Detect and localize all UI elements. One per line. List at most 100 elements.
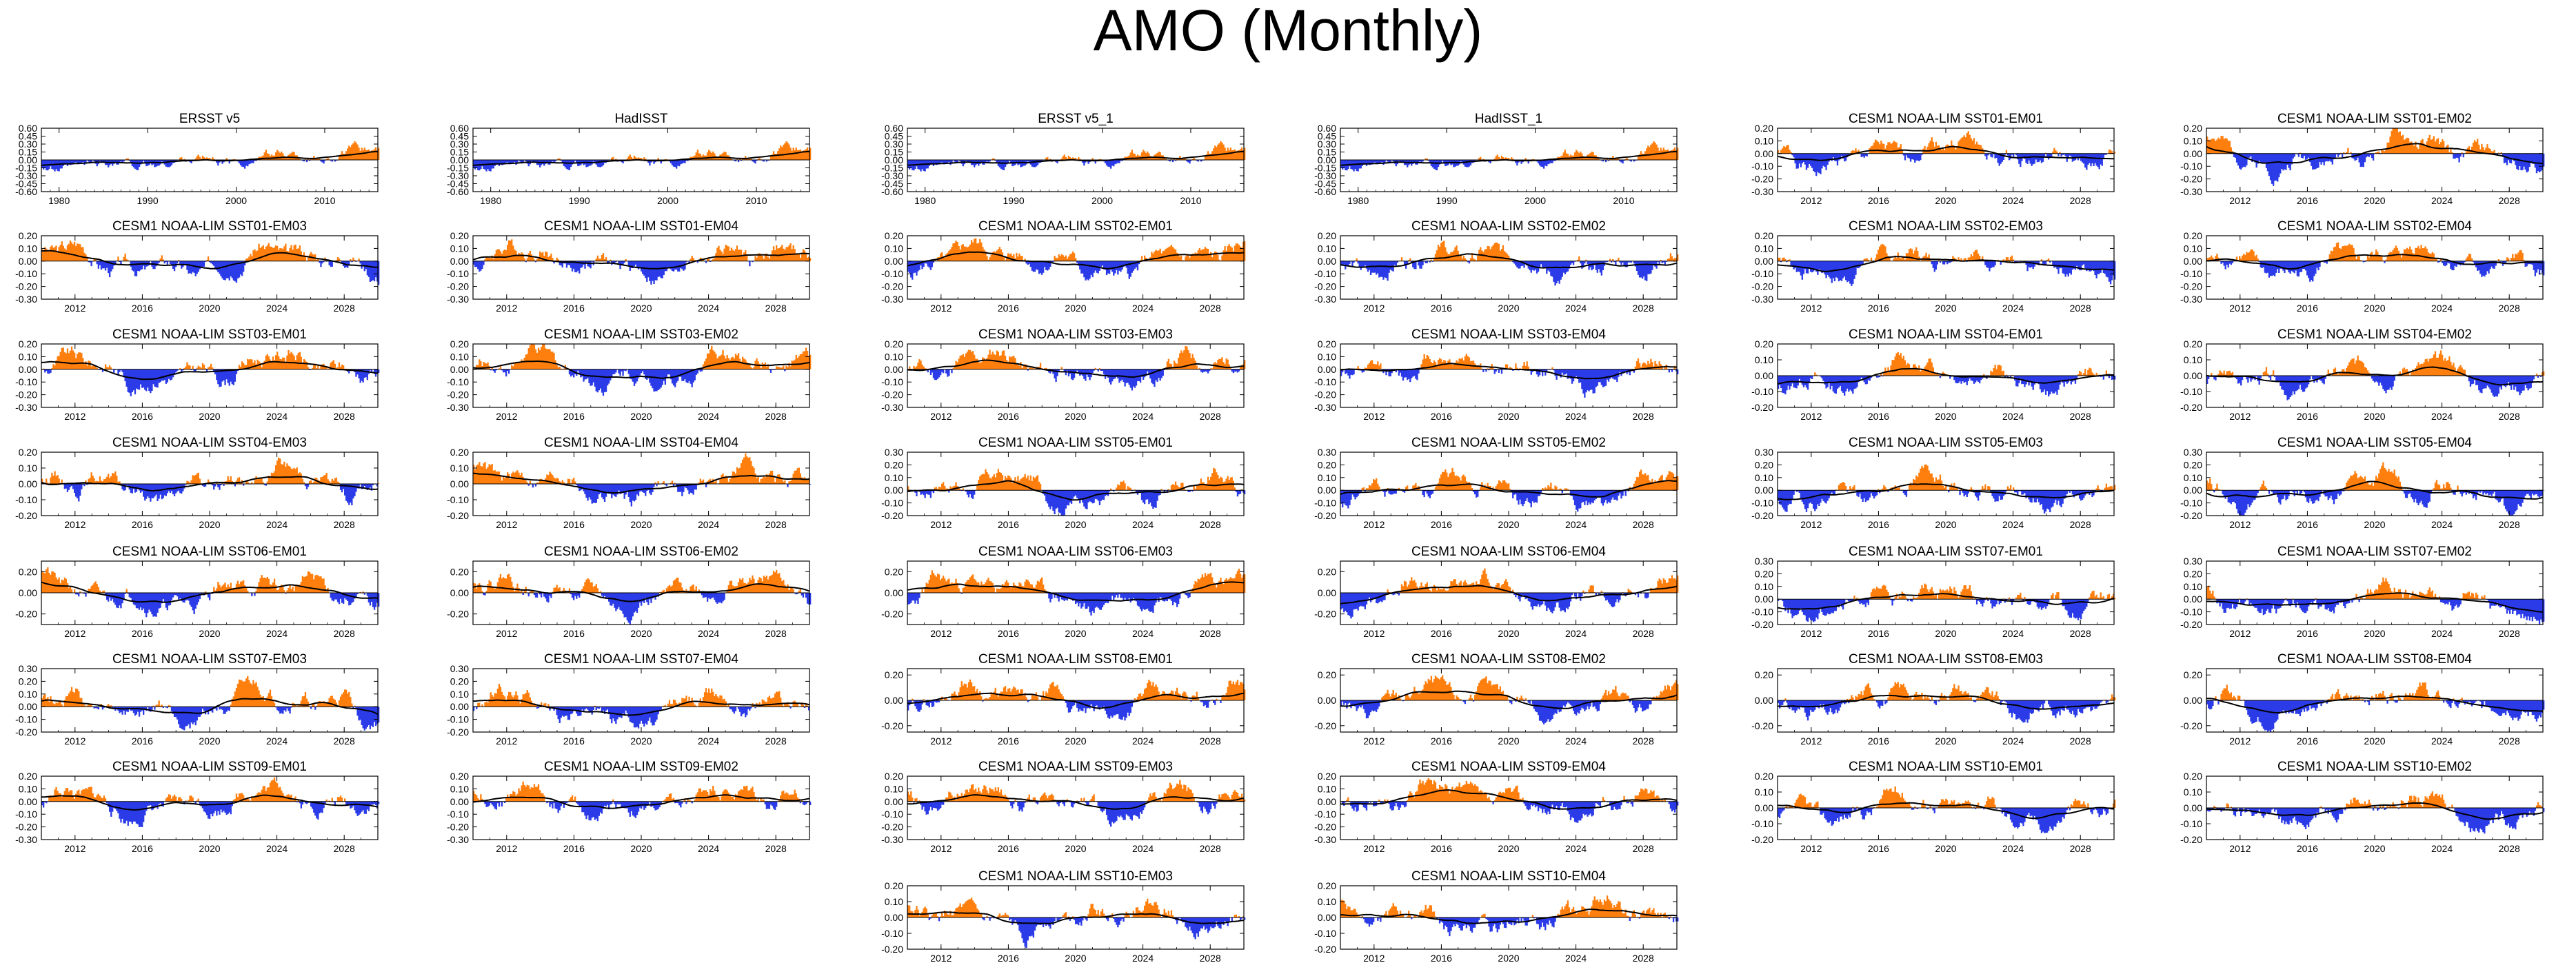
- x-tick-label: 2016: [1431, 411, 1452, 422]
- amo-panel: CESM1 NOAA-LIM SST09-EM01 0.200.10 0.00 -0.…: [15, 760, 380, 854]
- positive-anomaly-area: [1361, 467, 1679, 491]
- y-tick-label: -0.20: [1314, 720, 1336, 731]
- amo-panel: CESM1 NOAA-LIM SST01-EM030.200.100.00-0.…: [15, 219, 380, 314]
- amo-panel: CESM1 NOAA-LIM SST06-EM01 0.20 0.00 -0.20 20…: [15, 545, 380, 639]
- panel-title: CESM1 NOAA-LIM SST02-EM03: [1849, 219, 2043, 234]
- x-tick-label: 2016: [132, 411, 153, 422]
- y-tick-label: -0.20: [1751, 510, 1773, 521]
- x-tick-label: 2000: [657, 195, 678, 206]
- x-tick-label: 2020: [1498, 953, 1519, 964]
- panel-title: CESM1 NOAA-LIM SST07-EM01: [1849, 545, 2043, 559]
- y-tick-label: -0.10: [15, 714, 37, 725]
- x-tick-label: 2012: [1363, 303, 1385, 314]
- x-tick-label: 2024: [698, 735, 719, 747]
- x-tick-label: 2016: [1431, 735, 1452, 747]
- amo-panel: CESM1 NOAA-LIM SST01-EM02 0.200.10 0.00 -0.…: [2180, 112, 2545, 206]
- x-tick-label: 2016: [563, 411, 585, 422]
- y-tick-label: -0.20: [1314, 944, 1336, 955]
- positive-anomaly-area: [1381, 675, 1679, 700]
- y-tick-label: 0.10: [1755, 243, 1773, 254]
- x-tick-label: 2016: [1431, 519, 1452, 530]
- positive-anomaly-area: [1387, 568, 1679, 593]
- y-tick-label: 0.10: [19, 783, 37, 794]
- x-tick-label: 2012: [1800, 843, 1822, 854]
- positive-anomaly-area: [1784, 682, 2116, 700]
- y-tick-label: 0.20: [450, 447, 469, 458]
- y-tick-label: 0.20: [19, 338, 37, 349]
- panel-title: CESM1 NOAA-LIM SST09-EM04: [1411, 760, 1606, 774]
- y-tick-label: 0.60: [1318, 123, 1336, 134]
- x-tick-label: 2016: [132, 843, 153, 854]
- y-tick-label: 0.20: [1755, 230, 1773, 241]
- x-tick-label: 2024: [2431, 843, 2453, 854]
- positive-anomaly-area: [556, 141, 812, 160]
- plot-frame: [41, 235, 379, 300]
- x-tick-label: 2016: [998, 411, 1019, 422]
- x-tick-label: 2028: [765, 735, 787, 747]
- y-tick-label: -0.10: [2180, 818, 2202, 829]
- negative-anomaly-area: [2219, 261, 2545, 282]
- x-tick-label: 2012: [930, 519, 952, 530]
- y-tick-label: 0.10: [19, 243, 37, 254]
- negative-anomaly-area: [1340, 801, 1679, 823]
- y-tick-label: -0.10: [1751, 607, 1773, 618]
- lowpass-line: [1777, 593, 2115, 610]
- x-tick-label: 2024: [1565, 411, 1587, 422]
- y-tick-label: 0.20: [19, 771, 37, 782]
- x-tick-label: 2028: [2070, 843, 2091, 854]
- positive-anomaly-area: [907, 897, 1245, 917]
- y-tick-label: 0.00: [1755, 148, 1773, 159]
- y-tick-label: 0.00: [1318, 695, 1336, 706]
- panel-title: CESM1 NOAA-LIM SST05-EM03: [1849, 436, 2043, 450]
- y-tick-label: 0.10: [2184, 243, 2202, 254]
- panel-title: CESM1 NOAA-LIM SST03-EM04: [1411, 327, 1606, 342]
- panel-title: CESM1 NOAA-LIM SST03-EM01: [112, 327, 307, 342]
- positive-anomaly-area: [1356, 354, 1676, 369]
- amo-panel: CESM1 NOAA-LIM SST08-EM02 0.20 0.00 -0.20 20…: [1314, 652, 1679, 747]
- y-tick-label: -0.10: [1751, 386, 1773, 397]
- y-tick-label: 0.30: [1318, 139, 1336, 150]
- y-tick-label: 0.10: [1318, 472, 1336, 483]
- x-tick-label: 2020: [2364, 519, 2385, 530]
- positive-anomaly-area: [1423, 141, 1679, 160]
- x-tick-label: 1980: [480, 195, 501, 206]
- y-tick-label: 0.10: [2184, 135, 2202, 146]
- y-tick-label: 0.20: [450, 338, 469, 349]
- y-tick-label: 0.20: [19, 447, 37, 458]
- lowpass-line: [1340, 585, 1678, 605]
- y-tick-label: 0.00: [450, 701, 469, 712]
- plot-frame: [907, 343, 1245, 408]
- y-tick-label: -0.10: [1751, 818, 1773, 829]
- amo-panel: CESM1 NOAA-LIM SST10-EM01 0.20 0.10 0.00 -0.…: [1751, 760, 2116, 854]
- y-tick-label: 0.00: [1318, 912, 1336, 923]
- x-tick-label: 2028: [1633, 519, 1654, 530]
- y-tick-label: 0.00: [2184, 256, 2202, 267]
- x-tick-label: 2024: [1132, 303, 1154, 314]
- negative-anomaly-area: [909, 490, 1246, 516]
- y-tick-label: 0.10: [450, 463, 469, 474]
- x-tick-label: 2012: [1800, 519, 1822, 530]
- x-tick-label: 2016: [132, 735, 153, 747]
- panel-title: CESM1 NOAA-LIM SST01-EM01: [1849, 112, 2043, 126]
- y-tick-label: 0.00: [450, 796, 469, 807]
- x-tick-label: 2028: [2070, 628, 2091, 639]
- lowpass-line: [1340, 253, 1678, 269]
- negative-anomaly-area: [1778, 808, 2113, 833]
- x-tick-label: 2020: [2364, 735, 2385, 747]
- x-tick-label: 2020: [199, 303, 220, 314]
- x-tick-label: 2020: [1065, 843, 1086, 854]
- lowpass-line: [41, 250, 379, 270]
- y-tick-label: -0.15: [15, 163, 37, 174]
- negative-anomaly-area: [907, 261, 1140, 281]
- positive-anomaly-area: [474, 344, 812, 369]
- y-tick-label: 0.10: [1318, 243, 1336, 254]
- y-tick-label: 0.00: [450, 256, 469, 267]
- x-tick-label: 2012: [930, 953, 952, 964]
- positive-anomaly-area: [2206, 242, 2525, 261]
- y-tick-label: 0.20: [2184, 459, 2202, 470]
- y-tick-label: -0.45: [447, 179, 469, 190]
- y-tick-label: -0.30: [1314, 834, 1336, 845]
- x-tick-label: 2012: [64, 735, 85, 747]
- y-tick-label: -0.10: [447, 494, 469, 505]
- panel-title: CESM1 NOAA-LIM SST05-EM04: [2277, 436, 2472, 450]
